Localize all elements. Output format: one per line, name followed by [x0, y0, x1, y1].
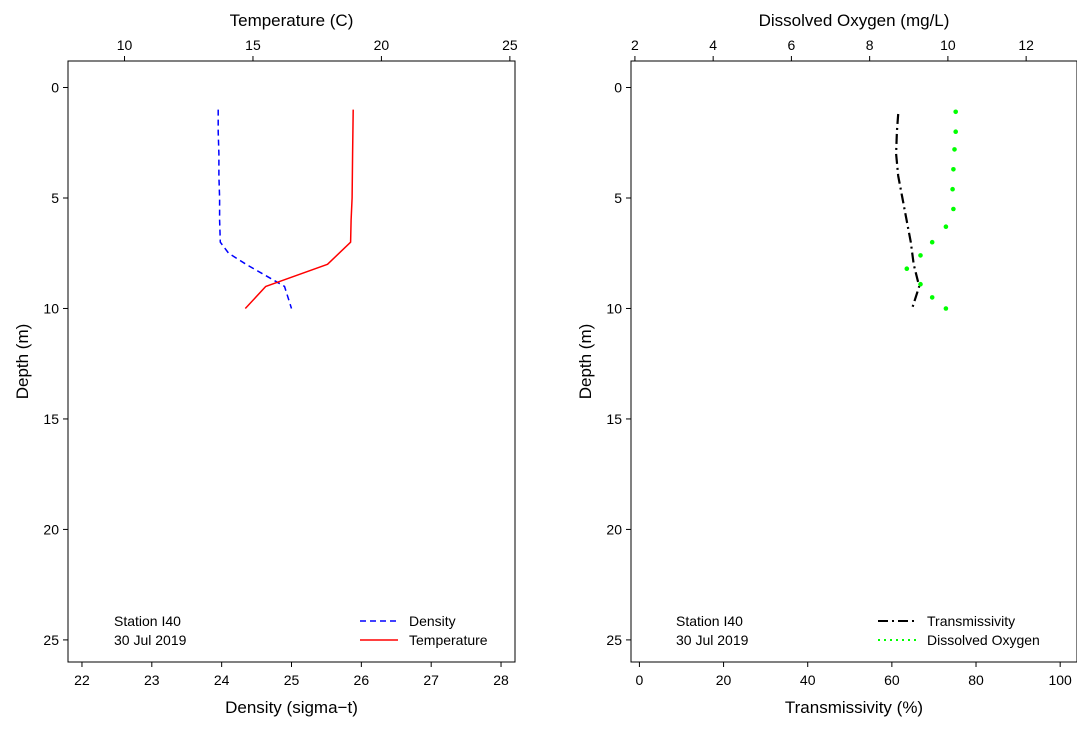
right-legend: Transmissivity Dissolved Oxygen	[878, 613, 1040, 648]
right-top-tick-label: 2	[631, 37, 639, 53]
left-panel: Temperature (C) Density (sigma−t) Depth …	[13, 11, 518, 717]
left-bottom-tick-label: 26	[354, 672, 370, 688]
right-y-tick-label: 25	[606, 632, 622, 648]
right-bottom-tick-label: 80	[968, 672, 984, 688]
series-temperature-line	[244, 109, 354, 310]
left-y-tick-label: 25	[43, 632, 59, 648]
left-top-tick-label: 25	[502, 37, 518, 53]
left-station-label: Station I40	[114, 613, 181, 629]
series-dissolved-oxygen-point	[918, 253, 923, 258]
series-dissolved-oxygen-point	[951, 206, 956, 212]
left-y-tick-label: 5	[51, 190, 59, 206]
right-panel: Dissolved Oxygen (mg/L) Transmissivity (…	[576, 11, 1077, 717]
left-date-label: 30 Jul 2019	[114, 632, 187, 648]
left-top-tick-label: 10	[117, 37, 133, 53]
series-dissolved-oxygen-point	[918, 281, 923, 287]
right-y-tick-label: 20	[606, 521, 622, 537]
series-dissolved-oxygen-point	[953, 129, 958, 134]
right-top-tick-label: 10	[940, 37, 956, 53]
series-dissolved-oxygen-point	[943, 224, 949, 229]
legend-label-density: Density	[409, 613, 456, 629]
left-bottom-tick-label: 22	[74, 672, 90, 688]
right-bottom-tick-label: 40	[800, 672, 816, 688]
left-bottom-tick-label: 25	[284, 672, 300, 688]
series-dissolved-oxygen-point	[929, 295, 935, 300]
left-y-tick-label: 20	[43, 521, 59, 537]
left-top-tick-label: 20	[374, 37, 390, 53]
left-top-axis-title: Temperature (C)	[230, 11, 354, 30]
series-density-line	[217, 109, 293, 309]
right-y-tick-label: 15	[606, 411, 622, 427]
series-transmissivity-line	[894, 113, 921, 309]
legend-label-temperature: Temperature	[409, 632, 488, 648]
right-bottom-tick-label: 60	[884, 672, 900, 688]
right-y-tick-label: 0	[614, 80, 622, 96]
legend-label-transmissivity: Transmissivity	[927, 613, 1015, 629]
left-bottom-tick-label: 27	[423, 672, 439, 688]
series-dissolved-oxygen-point	[952, 147, 957, 152]
right-bottom-tick-label: 20	[716, 672, 732, 688]
legend-label-dissolved-oxygen: Dissolved Oxygen	[927, 632, 1040, 648]
right-top-tick-label: 12	[1018, 37, 1034, 53]
series-dissolved-oxygen-point	[904, 266, 910, 272]
right-y-tick-label: 5	[614, 190, 622, 206]
left-y-tick-label: 0	[51, 80, 59, 96]
right-bottom-axis-title: Transmissivity (%)	[785, 698, 923, 717]
right-date-label: 30 Jul 2019	[676, 632, 749, 648]
right-top-axis-title: Dissolved Oxygen (mg/L)	[759, 11, 950, 30]
series-dissolved-oxygen-point	[950, 186, 955, 192]
series-dissolved-oxygen-point	[943, 306, 949, 311]
right-top-tick-label: 8	[866, 37, 874, 53]
right-y-tick-label: 10	[606, 300, 622, 316]
left-top-tick-label: 15	[245, 37, 261, 53]
right-bottom-tick-label: 100	[1048, 672, 1072, 688]
right-plot-frame	[630, 60, 1077, 663]
left-legend: Density Temperature	[360, 613, 488, 648]
series-dissolved-oxygen-point	[951, 167, 956, 172]
left-bottom-tick-label: 24	[214, 672, 230, 688]
right-top-tick-label: 6	[788, 37, 796, 53]
right-station-label: Station I40	[676, 613, 743, 629]
right-bottom-tick-label: 0	[636, 672, 644, 688]
series-dissolved-oxygen-point	[953, 109, 958, 115]
left-bottom-tick-label: 28	[493, 672, 509, 688]
left-y-tick-label: 15	[43, 411, 59, 427]
left-y-tick-label: 10	[43, 300, 59, 316]
left-bottom-tick-label: 23	[144, 672, 160, 688]
left-bottom-axis-title: Density (sigma−t)	[225, 698, 358, 717]
right-y-axis-title: Depth (m)	[576, 324, 595, 400]
left-y-axis-title: Depth (m)	[13, 324, 32, 400]
series-dissolved-oxygen-point	[929, 239, 935, 245]
right-top-tick-label: 4	[709, 37, 717, 53]
